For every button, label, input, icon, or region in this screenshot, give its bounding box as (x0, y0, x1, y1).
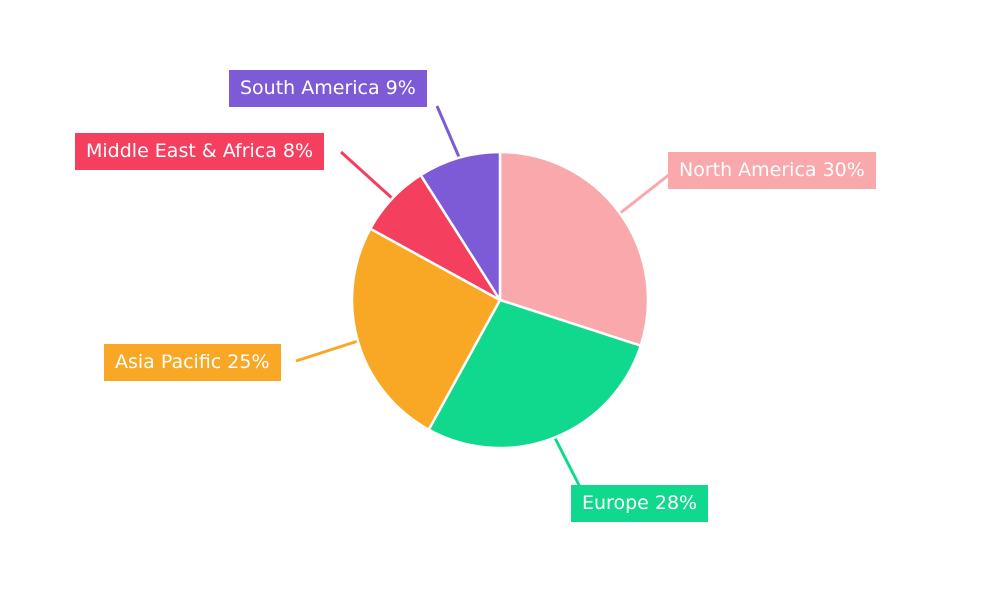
label-south-america: South America 9% (229, 70, 427, 107)
label-europe: Europe 28% (571, 485, 709, 522)
leader-line-north-america (618, 172, 671, 216)
label-middle-east-africa: Middle East & Africa 8% (75, 133, 325, 170)
leader-lines (295, 105, 671, 488)
label-north-america: North America 30% (668, 152, 876, 189)
pie-slice-south-america[interactable] (419, 150, 502, 302)
pie-slice-asia-pacific[interactable] (350, 227, 502, 431)
pie-slice-europe[interactable] (427, 298, 643, 450)
pie-slice-north-america[interactable] (498, 150, 650, 347)
pie-slices (350, 150, 650, 450)
leader-line-south-america (435, 105, 461, 158)
leader-line-europe (553, 437, 582, 488)
leader-line-middle-east-africa (339, 150, 395, 201)
label-asia-pacific: Asia Pacific 25% (104, 344, 281, 381)
leader-line-asia-pacific (295, 339, 359, 363)
